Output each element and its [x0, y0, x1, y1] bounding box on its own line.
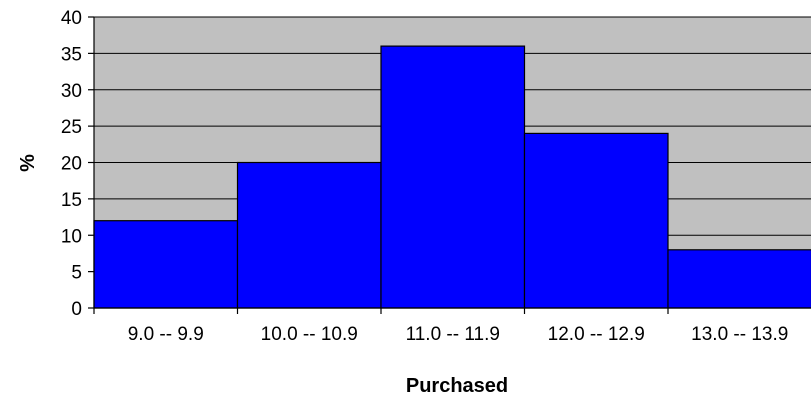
x-tick-label: 9.0 -- 9.9 — [128, 324, 204, 345]
x-axis-tick-labels: 9.0 -- 9.9 10.0 -- 10.9 11.0 -- 11.9 12.0 -… — [128, 324, 789, 345]
y-tick-label: 35 — [61, 44, 82, 65]
x-tick-label: 13.0 -- 13.9 — [691, 324, 788, 345]
y-tick-label: 5 — [71, 263, 82, 284]
x-axis-ticks — [93, 308, 669, 314]
x-tick-label: 12.0 -- 12.9 — [548, 324, 645, 345]
bar — [523, 132, 669, 309]
y-axis-tick-labels: 0 5 10 15 20 25 30 35 40 — [61, 8, 82, 320]
y-tick-label: 15 — [61, 190, 82, 211]
y-axis-title: % — [17, 154, 39, 172]
y-tick-label: 40 — [61, 8, 82, 29]
y-tick-label: 20 — [61, 154, 82, 175]
y-tick-label: 25 — [61, 117, 82, 138]
y-tick-label: 30 — [61, 81, 82, 102]
y-tick-label: 0 — [71, 299, 82, 320]
x-tick-label: 11.0 -- 11.9 — [406, 324, 500, 345]
x-tick-label: 10.0 -- 10.9 — [261, 324, 358, 345]
bar — [93, 220, 239, 309]
y-tick-label: 10 — [61, 226, 82, 247]
bar — [380, 45, 526, 309]
bars — [93, 45, 811, 309]
y-axis-ticks — [88, 16, 94, 309]
bar — [667, 249, 811, 309]
x-axis-title: Purchased — [406, 375, 508, 397]
bar — [236, 161, 382, 309]
